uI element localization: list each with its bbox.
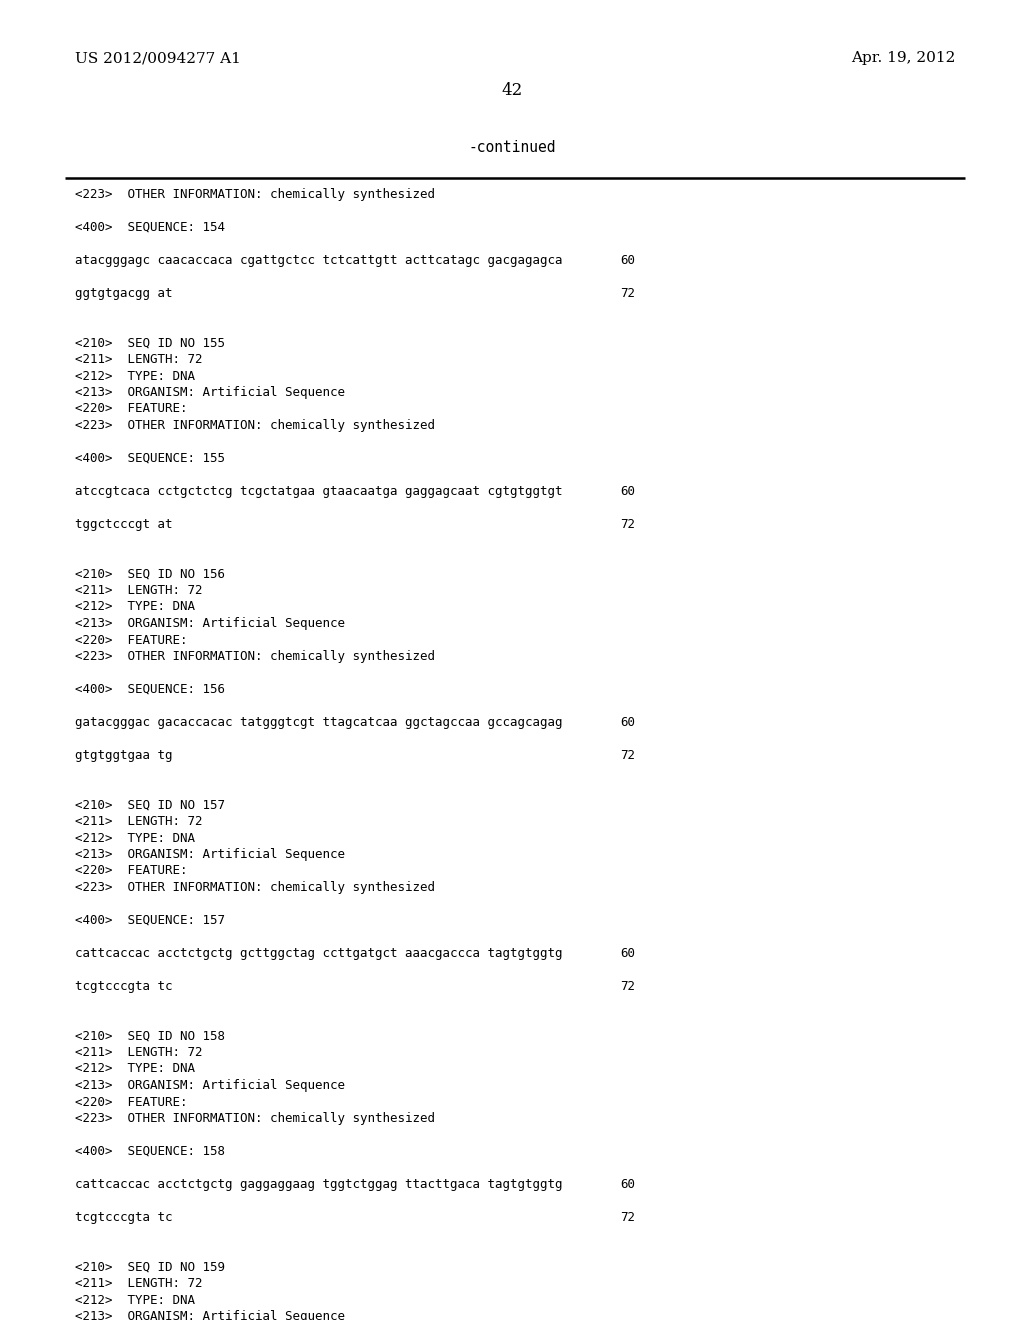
Text: <223>  OTHER INFORMATION: chemically synthesized: <223> OTHER INFORMATION: chemically synt…: [75, 649, 435, 663]
Text: <210>  SEQ ID NO 157: <210> SEQ ID NO 157: [75, 799, 225, 812]
Text: <220>  FEATURE:: <220> FEATURE:: [75, 403, 187, 416]
Text: <210>  SEQ ID NO 156: <210> SEQ ID NO 156: [75, 568, 225, 581]
Text: atacgggagc caacaccaca cgattgctcc tctcattgtt acttcatagc gacgagagca: atacgggagc caacaccaca cgattgctcc tctcatt…: [75, 253, 562, 267]
Text: ggtgtgacgg at: ggtgtgacgg at: [75, 286, 172, 300]
Text: <223>  OTHER INFORMATION: chemically synthesized: <223> OTHER INFORMATION: chemically synt…: [75, 187, 435, 201]
Text: 72: 72: [620, 748, 635, 762]
Text: <210>  SEQ ID NO 155: <210> SEQ ID NO 155: [75, 337, 225, 350]
Text: cattcaccac acctctgctg gcttggctag ccttgatgct aaacgaccca tagtgtggtg: cattcaccac acctctgctg gcttggctag ccttgat…: [75, 946, 562, 960]
Text: cattcaccac acctctgctg gaggaggaag tggtctggag ttacttgaca tagtgtggtg: cattcaccac acctctgctg gaggaggaag tggtctg…: [75, 1177, 562, 1191]
Text: <400>  SEQUENCE: 157: <400> SEQUENCE: 157: [75, 913, 225, 927]
Text: <211>  LENGTH: 72: <211> LENGTH: 72: [75, 1276, 203, 1290]
Text: <213>  ORGANISM: Artificial Sequence: <213> ORGANISM: Artificial Sequence: [75, 847, 345, 861]
Text: <212>  TYPE: DNA: <212> TYPE: DNA: [75, 370, 195, 383]
Text: 60: 60: [620, 946, 635, 960]
Text: tcgtcccgta tc: tcgtcccgta tc: [75, 1210, 172, 1224]
Text: <211>  LENGTH: 72: <211> LENGTH: 72: [75, 814, 203, 828]
Text: 72: 72: [620, 517, 635, 531]
Text: gatacgggac gacaccacac tatgggtcgt ttagcatcaa ggctagccaa gccagcagag: gatacgggac gacaccacac tatgggtcgt ttagcat…: [75, 715, 562, 729]
Text: 72: 72: [620, 979, 635, 993]
Text: 60: 60: [620, 253, 635, 267]
Text: <213>  ORGANISM: Artificial Sequence: <213> ORGANISM: Artificial Sequence: [75, 1078, 345, 1092]
Text: US 2012/0094277 A1: US 2012/0094277 A1: [75, 51, 241, 65]
Text: <220>  FEATURE:: <220> FEATURE:: [75, 865, 187, 878]
Text: <400>  SEQUENCE: 156: <400> SEQUENCE: 156: [75, 682, 225, 696]
Text: 60: 60: [620, 484, 635, 498]
Text: <223>  OTHER INFORMATION: chemically synthesized: <223> OTHER INFORMATION: chemically synt…: [75, 418, 435, 432]
Text: <210>  SEQ ID NO 158: <210> SEQ ID NO 158: [75, 1030, 225, 1043]
Text: <212>  TYPE: DNA: <212> TYPE: DNA: [75, 1294, 195, 1307]
Text: 72: 72: [620, 1210, 635, 1224]
Text: -continued: -continued: [468, 140, 556, 154]
Text: <223>  OTHER INFORMATION: chemically synthesized: <223> OTHER INFORMATION: chemically synt…: [75, 1111, 435, 1125]
Text: 60: 60: [620, 1177, 635, 1191]
Text: <400>  SEQUENCE: 155: <400> SEQUENCE: 155: [75, 451, 225, 465]
Text: 42: 42: [502, 82, 522, 99]
Text: <213>  ORGANISM: Artificial Sequence: <213> ORGANISM: Artificial Sequence: [75, 1309, 345, 1320]
Text: <212>  TYPE: DNA: <212> TYPE: DNA: [75, 1063, 195, 1076]
Text: tggctcccgt at: tggctcccgt at: [75, 517, 172, 531]
Text: <211>  LENGTH: 72: <211> LENGTH: 72: [75, 1045, 203, 1059]
Text: 72: 72: [620, 286, 635, 300]
Text: Apr. 19, 2012: Apr. 19, 2012: [851, 51, 955, 65]
Text: <400>  SEQUENCE: 154: <400> SEQUENCE: 154: [75, 220, 225, 234]
Text: 60: 60: [620, 715, 635, 729]
Text: gtgtggtgaa tg: gtgtggtgaa tg: [75, 748, 172, 762]
Text: <212>  TYPE: DNA: <212> TYPE: DNA: [75, 832, 195, 845]
Text: <220>  FEATURE:: <220> FEATURE:: [75, 1096, 187, 1109]
Text: <220>  FEATURE:: <220> FEATURE:: [75, 634, 187, 647]
Text: <212>  TYPE: DNA: <212> TYPE: DNA: [75, 601, 195, 614]
Text: tcgtcccgta tc: tcgtcccgta tc: [75, 979, 172, 993]
Text: <400>  SEQUENCE: 158: <400> SEQUENCE: 158: [75, 1144, 225, 1158]
Text: <211>  LENGTH: 72: <211> LENGTH: 72: [75, 352, 203, 366]
Text: <213>  ORGANISM: Artificial Sequence: <213> ORGANISM: Artificial Sequence: [75, 385, 345, 399]
Text: <223>  OTHER INFORMATION: chemically synthesized: <223> OTHER INFORMATION: chemically synt…: [75, 880, 435, 894]
Text: <213>  ORGANISM: Artificial Sequence: <213> ORGANISM: Artificial Sequence: [75, 616, 345, 630]
Text: atccgtcaca cctgctctcg tcgctatgaa gtaacaatga gaggagcaat cgtgtggtgt: atccgtcaca cctgctctcg tcgctatgaa gtaacaa…: [75, 484, 562, 498]
Text: <210>  SEQ ID NO 159: <210> SEQ ID NO 159: [75, 1261, 225, 1274]
Text: <211>  LENGTH: 72: <211> LENGTH: 72: [75, 583, 203, 597]
